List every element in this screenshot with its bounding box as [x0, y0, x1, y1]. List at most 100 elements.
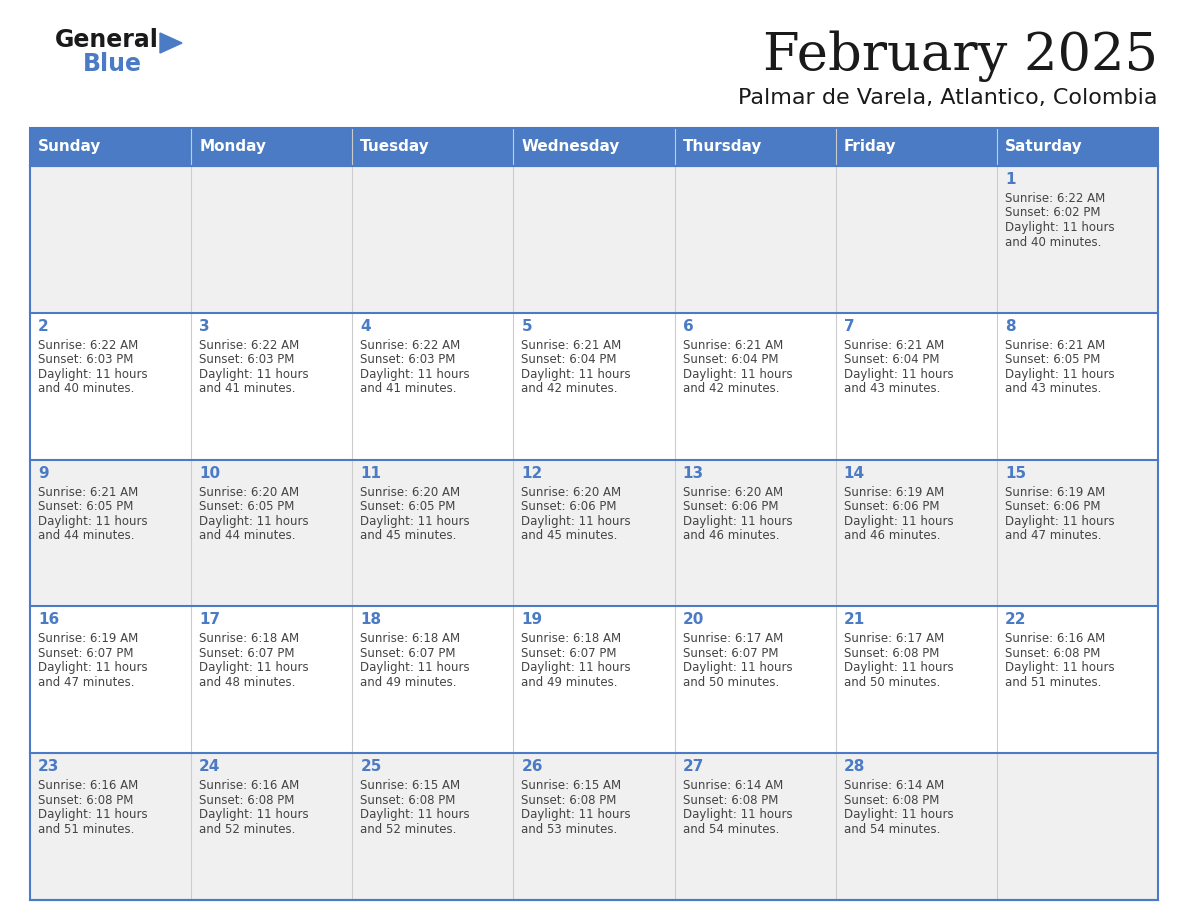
- Text: and 40 minutes.: and 40 minutes.: [1005, 236, 1101, 249]
- Text: Sunset: 6:05 PM: Sunset: 6:05 PM: [38, 500, 133, 513]
- Text: and 53 minutes.: and 53 minutes.: [522, 823, 618, 835]
- Bar: [30, 607, 1158, 753]
- Bar: [191, 128, 353, 166]
- Text: 24: 24: [200, 759, 221, 774]
- Text: 28: 28: [843, 759, 865, 774]
- Text: and 49 minutes.: and 49 minutes.: [522, 676, 618, 688]
- Text: 11: 11: [360, 465, 381, 481]
- Text: and 43 minutes.: and 43 minutes.: [1005, 382, 1101, 396]
- Text: Sunrise: 6:15 AM: Sunrise: 6:15 AM: [522, 779, 621, 792]
- Text: and 40 minutes.: and 40 minutes.: [38, 382, 134, 396]
- Text: Sunrise: 6:20 AM: Sunrise: 6:20 AM: [360, 486, 461, 498]
- Text: Saturday: Saturday: [1005, 140, 1082, 154]
- Text: Sunrise: 6:22 AM: Sunrise: 6:22 AM: [360, 339, 461, 352]
- Text: Daylight: 11 hours: Daylight: 11 hours: [360, 661, 470, 675]
- Text: Daylight: 11 hours: Daylight: 11 hours: [200, 368, 309, 381]
- Text: Sunrise: 6:22 AM: Sunrise: 6:22 AM: [38, 339, 138, 352]
- Text: and 50 minutes.: and 50 minutes.: [683, 676, 779, 688]
- Text: and 54 minutes.: and 54 minutes.: [683, 823, 779, 835]
- Text: Sunset: 6:08 PM: Sunset: 6:08 PM: [522, 794, 617, 807]
- Text: Daylight: 11 hours: Daylight: 11 hours: [1005, 515, 1114, 528]
- Text: Sunset: 6:08 PM: Sunset: 6:08 PM: [360, 794, 456, 807]
- Text: and 45 minutes.: and 45 minutes.: [522, 529, 618, 543]
- Text: Daylight: 11 hours: Daylight: 11 hours: [360, 808, 470, 822]
- Text: Sunset: 6:06 PM: Sunset: 6:06 PM: [683, 500, 778, 513]
- Text: Sunrise: 6:21 AM: Sunrise: 6:21 AM: [1005, 339, 1105, 352]
- Text: Sunset: 6:07 PM: Sunset: 6:07 PM: [200, 647, 295, 660]
- Text: Sunset: 6:05 PM: Sunset: 6:05 PM: [360, 500, 456, 513]
- Text: Daylight: 11 hours: Daylight: 11 hours: [360, 515, 470, 528]
- Text: Sunrise: 6:21 AM: Sunrise: 6:21 AM: [38, 486, 138, 498]
- Text: Daylight: 11 hours: Daylight: 11 hours: [843, 808, 953, 822]
- Text: Daylight: 11 hours: Daylight: 11 hours: [522, 515, 631, 528]
- Text: 7: 7: [843, 319, 854, 334]
- Text: Sunrise: 6:18 AM: Sunrise: 6:18 AM: [522, 633, 621, 645]
- Text: Sunset: 6:04 PM: Sunset: 6:04 PM: [843, 353, 940, 366]
- Text: 18: 18: [360, 612, 381, 627]
- Text: Sunset: 6:07 PM: Sunset: 6:07 PM: [683, 647, 778, 660]
- Text: Sunrise: 6:19 AM: Sunrise: 6:19 AM: [38, 633, 138, 645]
- Bar: [30, 313, 1158, 460]
- Text: and 42 minutes.: and 42 minutes.: [683, 382, 779, 396]
- Text: Daylight: 11 hours: Daylight: 11 hours: [1005, 221, 1114, 234]
- Text: Sunrise: 6:19 AM: Sunrise: 6:19 AM: [1005, 486, 1105, 498]
- Text: and 46 minutes.: and 46 minutes.: [843, 529, 940, 543]
- Text: Sunrise: 6:15 AM: Sunrise: 6:15 AM: [360, 779, 461, 792]
- Bar: [30, 128, 191, 166]
- Text: Daylight: 11 hours: Daylight: 11 hours: [522, 368, 631, 381]
- Text: 5: 5: [522, 319, 532, 334]
- Text: and 46 minutes.: and 46 minutes.: [683, 529, 779, 543]
- Text: Sunrise: 6:18 AM: Sunrise: 6:18 AM: [360, 633, 461, 645]
- Text: Sunrise: 6:22 AM: Sunrise: 6:22 AM: [200, 339, 299, 352]
- Text: Sunset: 6:03 PM: Sunset: 6:03 PM: [38, 353, 133, 366]
- Text: and 44 minutes.: and 44 minutes.: [200, 529, 296, 543]
- Text: 13: 13: [683, 465, 703, 481]
- Text: 3: 3: [200, 319, 210, 334]
- Text: Sunset: 6:06 PM: Sunset: 6:06 PM: [843, 500, 940, 513]
- Bar: [30, 460, 1158, 607]
- Text: Daylight: 11 hours: Daylight: 11 hours: [843, 661, 953, 675]
- Text: and 44 minutes.: and 44 minutes.: [38, 529, 134, 543]
- Text: Friday: Friday: [843, 140, 896, 154]
- Text: Wednesday: Wednesday: [522, 140, 620, 154]
- Text: Sunset: 6:08 PM: Sunset: 6:08 PM: [683, 794, 778, 807]
- Text: 9: 9: [38, 465, 49, 481]
- Bar: [353, 128, 513, 166]
- Text: 1: 1: [1005, 172, 1016, 187]
- Text: Sunset: 6:03 PM: Sunset: 6:03 PM: [360, 353, 456, 366]
- Text: Sunset: 6:06 PM: Sunset: 6:06 PM: [1005, 500, 1100, 513]
- Text: Sunset: 6:07 PM: Sunset: 6:07 PM: [360, 647, 456, 660]
- Text: Sunset: 6:04 PM: Sunset: 6:04 PM: [522, 353, 617, 366]
- Text: and 49 minutes.: and 49 minutes.: [360, 676, 456, 688]
- Text: Daylight: 11 hours: Daylight: 11 hours: [360, 368, 470, 381]
- Text: 22: 22: [1005, 612, 1026, 627]
- Bar: [30, 166, 1158, 313]
- Text: Daylight: 11 hours: Daylight: 11 hours: [522, 661, 631, 675]
- Text: 27: 27: [683, 759, 704, 774]
- Text: Sunrise: 6:20 AM: Sunrise: 6:20 AM: [683, 486, 783, 498]
- Text: 10: 10: [200, 465, 220, 481]
- Bar: [513, 128, 675, 166]
- Text: Sunset: 6:03 PM: Sunset: 6:03 PM: [200, 353, 295, 366]
- Text: 16: 16: [38, 612, 59, 627]
- Text: Daylight: 11 hours: Daylight: 11 hours: [38, 368, 147, 381]
- Text: February 2025: February 2025: [763, 30, 1158, 82]
- Text: and 41 minutes.: and 41 minutes.: [360, 382, 456, 396]
- Text: and 51 minutes.: and 51 minutes.: [1005, 676, 1101, 688]
- Text: 12: 12: [522, 465, 543, 481]
- Text: Daylight: 11 hours: Daylight: 11 hours: [38, 515, 147, 528]
- Text: Sunset: 6:02 PM: Sunset: 6:02 PM: [1005, 207, 1100, 219]
- Text: 15: 15: [1005, 465, 1026, 481]
- Text: Palmar de Varela, Atlantico, Colombia: Palmar de Varela, Atlantico, Colombia: [739, 88, 1158, 108]
- Text: 8: 8: [1005, 319, 1016, 334]
- Text: and 52 minutes.: and 52 minutes.: [200, 823, 296, 835]
- Text: Daylight: 11 hours: Daylight: 11 hours: [683, 515, 792, 528]
- Text: Sunrise: 6:16 AM: Sunrise: 6:16 AM: [1005, 633, 1105, 645]
- Text: Sunset: 6:04 PM: Sunset: 6:04 PM: [683, 353, 778, 366]
- Text: Daylight: 11 hours: Daylight: 11 hours: [200, 808, 309, 822]
- Text: Sunrise: 6:16 AM: Sunrise: 6:16 AM: [200, 779, 299, 792]
- Text: 20: 20: [683, 612, 704, 627]
- Text: 2: 2: [38, 319, 49, 334]
- Text: 6: 6: [683, 319, 694, 334]
- Text: and 54 minutes.: and 54 minutes.: [843, 823, 940, 835]
